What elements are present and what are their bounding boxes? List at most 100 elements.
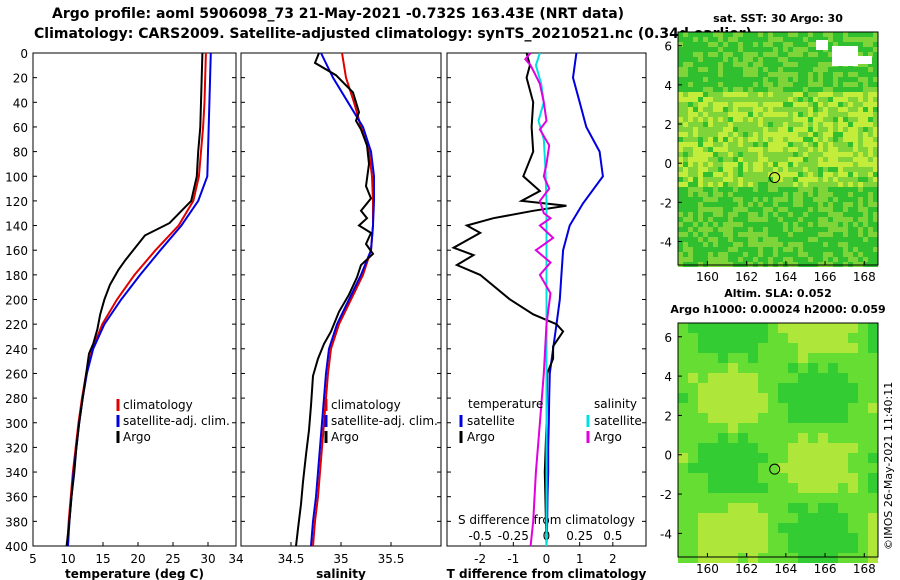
sst-map-title: sat. SST: 30 Argo: 30 xyxy=(713,12,843,25)
y-tick-label: 240 xyxy=(5,343,28,357)
y-tick-label: 100 xyxy=(5,170,28,184)
legend-title-temperature: temperature xyxy=(468,397,543,411)
map-x-tick-label: 164 xyxy=(774,270,797,284)
plot-frame-0 xyxy=(32,52,237,547)
map-y-tick-label: 2 xyxy=(664,409,672,423)
x-tick-label: 35.5 xyxy=(378,552,405,566)
y-tick-label: 120 xyxy=(5,195,28,209)
y-tick-label: 60 xyxy=(13,121,28,135)
map-y-tick-label: -4 xyxy=(660,236,672,250)
series-line-salinity-argo xyxy=(523,52,555,547)
land-patch xyxy=(858,56,872,64)
y-tick-label: 200 xyxy=(5,294,28,308)
map-y-tick-label: -2 xyxy=(660,196,672,210)
y-tick-label: 80 xyxy=(13,146,28,160)
map-x-tick-label: 160 xyxy=(696,562,719,576)
land-patch xyxy=(832,46,858,66)
y-tick-label: 40 xyxy=(13,96,28,110)
y-tick-label: 340 xyxy=(5,466,28,480)
map-x-tick-label: 162 xyxy=(735,562,758,576)
series-line-satellite-adj-clim- xyxy=(310,52,375,547)
map-x-tick-label: 164 xyxy=(774,562,797,576)
sla-map-frame xyxy=(677,322,879,558)
sla-map-title-1: Altim. SLA: 0.052 xyxy=(724,287,831,300)
series-line-argo xyxy=(295,52,375,547)
credit-text: ©IMOS 26-May-2021 11:40:11 xyxy=(882,381,895,550)
legend-title-salinity: salinity xyxy=(594,397,637,411)
y-tick-label: 360 xyxy=(5,491,28,505)
y-tick-label: 160 xyxy=(5,244,28,258)
x-tick-label: -2 xyxy=(474,552,486,566)
x-tick-label: 15 xyxy=(95,552,110,566)
legend-label: satellite-adj. clim. xyxy=(331,414,438,428)
x-tick-label: 5 xyxy=(29,552,37,566)
secondary-tick-label: -0.25 xyxy=(498,529,529,543)
sst-map xyxy=(678,32,878,267)
map-x-tick-label: 168 xyxy=(853,562,876,576)
legend-label: Argo xyxy=(467,430,495,444)
map-y-tick-label: 4 xyxy=(664,79,672,93)
secondary-tick-label: 0.25 xyxy=(566,529,593,543)
map-y-tick-label: 2 xyxy=(664,118,672,132)
legend-label: satellite-adj. clim. xyxy=(123,414,230,428)
legend-label: satellite xyxy=(594,414,642,428)
series-line-argo xyxy=(65,52,204,547)
legend-label: climatology xyxy=(331,398,401,412)
secondary-tick-label: 0.5 xyxy=(603,529,622,543)
map-y-tick-label: 6 xyxy=(664,331,672,345)
x-axis-label: salinity xyxy=(316,567,366,580)
x-tick-label: -1 xyxy=(507,552,519,566)
secondary-tick-label: -0.5 xyxy=(468,529,491,543)
y-tick-label: 20 xyxy=(13,72,28,86)
series-line-temperature-satellite xyxy=(545,52,604,547)
map-x-tick-label: 166 xyxy=(814,270,837,284)
map-x-tick-label: 168 xyxy=(853,270,876,284)
x-tick-label: 20 xyxy=(130,552,145,566)
y-tick-label: 400 xyxy=(5,540,28,554)
legend-label: satellite xyxy=(467,414,515,428)
y-tick-label: 140 xyxy=(5,220,28,234)
x-tick-label: 34 xyxy=(228,552,243,566)
x-axis-label: T difference from climatology xyxy=(447,567,647,580)
header-line-1: Argo profile: aoml 5906098_73 21-May-202… xyxy=(52,6,625,22)
y-tick-label: 320 xyxy=(5,441,28,455)
map-y-tick-label: 0 xyxy=(664,449,672,463)
x-tick-label: 10 xyxy=(60,552,75,566)
map-y-tick-label: -2 xyxy=(660,488,672,502)
map-y-tick-label: -4 xyxy=(660,527,672,541)
map-y-tick-label: 0 xyxy=(664,157,672,171)
sst-map-frame xyxy=(677,31,879,266)
x-tick-label: 25 xyxy=(165,552,180,566)
legend-label: Argo xyxy=(331,430,359,444)
argo-location-marker xyxy=(769,463,781,475)
legend-label: Argo xyxy=(123,430,151,444)
series-line-temperature-argo xyxy=(451,52,567,547)
sla-map-title-2: Argo h1000: 0.00024 h2000: 0.059 xyxy=(670,303,885,316)
argo-location-marker xyxy=(769,172,781,184)
legend-label: Argo xyxy=(594,430,622,444)
y-tick-label: 280 xyxy=(5,392,28,406)
map-x-tick-label: 162 xyxy=(735,270,758,284)
x-axis-label: temperature (deg C) xyxy=(65,567,204,580)
x-tick-label: 30 xyxy=(200,552,215,566)
x-tick-label: 35 xyxy=(333,552,348,566)
y-tick-label: 180 xyxy=(5,269,28,283)
map-x-tick-label: 160 xyxy=(696,270,719,284)
y-tick-label: 300 xyxy=(5,417,28,431)
map-y-tick-label: 4 xyxy=(664,370,672,384)
x-tick-label: 1 xyxy=(576,552,584,566)
land-patch xyxy=(816,40,828,50)
x-tick-label: 0 xyxy=(543,552,551,566)
y-tick-label: 220 xyxy=(5,318,28,332)
legend-label: climatology xyxy=(123,398,193,412)
sla-map xyxy=(678,323,878,563)
map-y-tick-label: 6 xyxy=(664,40,672,54)
header-line-2: Climatology: CARS2009. Satellite-adjuste… xyxy=(34,26,752,42)
x-tick-label: 34.5 xyxy=(278,552,305,566)
y-tick-label: 260 xyxy=(5,367,28,381)
x-tick-label: 2 xyxy=(609,552,617,566)
plot-frame-1 xyxy=(240,52,442,547)
map-x-tick-label: 166 xyxy=(814,562,837,576)
y-tick-label: 380 xyxy=(5,515,28,529)
